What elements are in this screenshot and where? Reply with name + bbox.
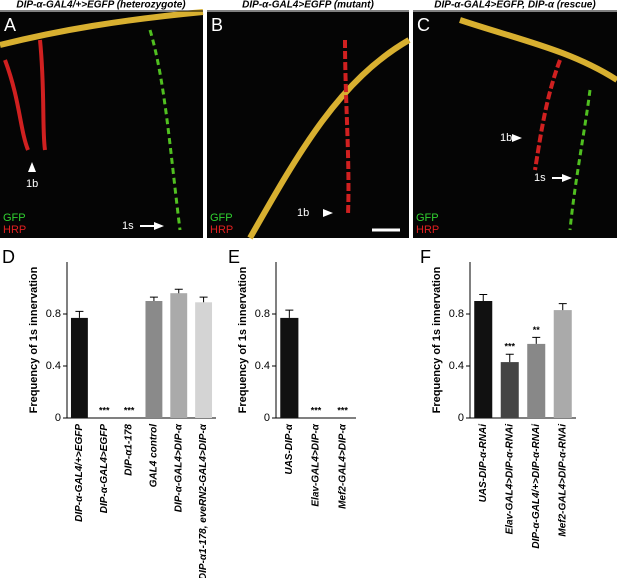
channel-label: HRP: [3, 224, 26, 236]
nerve: [459, 17, 617, 83]
x-tick-label: DIP-α-GAL4/+>EGFP: [74, 424, 85, 522]
bar: [280, 317, 299, 418]
image-panels: DIP-α-GAL4/+>EGFP (heterozygote) DIP-α-G…: [0, 0, 617, 240]
neuron: [533, 59, 562, 171]
x-tick-label: GAL4 control: [149, 424, 160, 488]
y-tick-label: 0: [458, 412, 464, 424]
y-tick-label: 0.4: [449, 360, 464, 372]
significance: **: [533, 325, 541, 335]
bar: [145, 301, 163, 418]
x-tick-label: DIP-α1-178: [124, 424, 135, 476]
bar: [70, 317, 88, 418]
error-bar: [199, 296, 208, 303]
channel-label: HRP: [210, 224, 233, 236]
x-tick-label: UAS-DIP-α-RNAi: [478, 424, 489, 503]
y-tick-label: 0.4: [46, 360, 61, 372]
panel-title: DIP-α-GAL4>EGFP (mutant): [242, 0, 374, 11]
error-bar: [174, 288, 183, 294]
x-tick-label: DIP-α1-178, eveRN2-GAL4>DIP-α: [198, 423, 209, 578]
y-axis-label: Frequency of 1s innervation: [28, 266, 40, 413]
error-bar: [479, 294, 488, 301]
significance: ***: [504, 342, 515, 352]
x-tick-label: Elav-GAL4>DIP-α-RNAi: [504, 424, 515, 535]
neuron: [343, 39, 351, 216]
x-tick-label: DIP-α-GAL4/+>DIP-α-RNAi: [531, 424, 542, 549]
panel-title: DIP-α-GAL4>EGFP, DIP-α (rescue): [434, 0, 596, 11]
y-axis-label: Frequency of 1s innervation: [431, 266, 443, 413]
error-bar: [532, 336, 541, 344]
bouton-label: 1s: [122, 220, 134, 232]
panel-title: DIP-α-GAL4/+>EGFP (heterozygote): [16, 0, 186, 11]
micrograph: [413, 12, 617, 238]
y-tick-label: 0: [55, 412, 61, 424]
panel-letter: C: [417, 15, 430, 35]
x-tick-label: Elav-GAL4>DIP-α: [311, 423, 322, 506]
significance: ***: [124, 405, 135, 415]
channel-label: HRP: [416, 224, 439, 236]
x-tick-label: Mef2-GAL4>DIP-α: [337, 423, 348, 509]
x-tick-label: DIP-α-GAL4>EGFP: [99, 424, 110, 514]
bouton-label: 1b: [26, 178, 38, 190]
y-tick-label: 0.8: [46, 308, 61, 320]
bar: [553, 310, 572, 418]
y-tick-label: 0.8: [255, 308, 270, 320]
y-tick-label: 0: [264, 412, 270, 424]
bar: [527, 343, 546, 418]
micrograph: [207, 12, 409, 238]
y-tick-label: 0.4: [255, 360, 270, 372]
y-tick-label: 0.8: [449, 308, 464, 320]
channel-label: GFP: [416, 212, 439, 224]
channel-label: GFP: [3, 212, 26, 224]
bar: [474, 301, 493, 418]
error-bar: [75, 310, 84, 318]
bouton-label: 1b: [500, 132, 512, 144]
error-bar: [149, 296, 158, 301]
panel-letter: E: [228, 247, 240, 267]
error-bar: [558, 303, 567, 311]
panel-letter: F: [420, 247, 431, 267]
bar: [170, 293, 188, 418]
channel-label: GFP: [210, 212, 233, 224]
panel-letter: D: [2, 247, 15, 267]
panel-letter: A: [4, 15, 16, 35]
x-tick-label: UAS-DIP-α: [284, 423, 295, 474]
significance: ***: [311, 405, 322, 415]
significance: ***: [99, 405, 110, 415]
neuron: [148, 29, 182, 231]
neuron: [3, 39, 47, 151]
significance: ***: [337, 405, 348, 415]
bouton-label: 1s: [534, 172, 546, 184]
neuron: [568, 89, 592, 231]
x-tick-label: DIP-α-GAL4>DIP-α: [173, 423, 184, 512]
error-bar: [505, 353, 514, 363]
error-bar: [285, 309, 294, 318]
bar: [195, 302, 213, 418]
nerve: [0, 9, 204, 48]
bouton-label: 1b: [297, 207, 309, 219]
nerve: [247, 37, 411, 240]
micrograph: [0, 12, 203, 238]
x-tick-label: Mef2-GAL4>DIP-α-RNAi: [557, 424, 568, 537]
panel-letter: B: [211, 15, 223, 35]
bar: [500, 362, 519, 418]
y-axis-label: Frequency of 1s innervation: [237, 266, 249, 413]
